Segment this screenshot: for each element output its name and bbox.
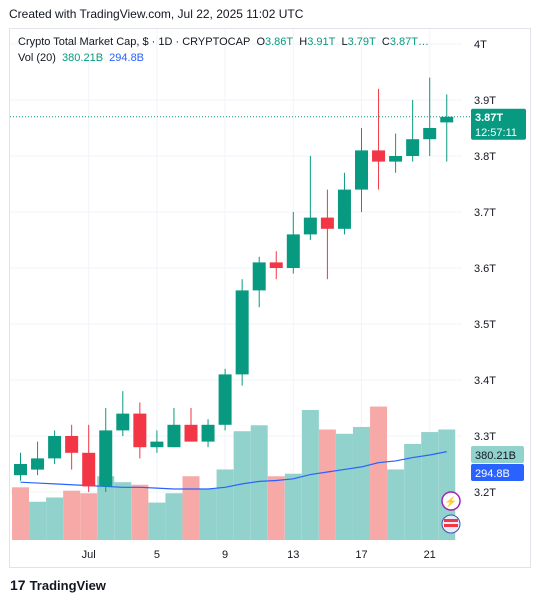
candle-body bbox=[389, 156, 403, 162]
candle-body bbox=[65, 436, 79, 453]
x-tick-label: 17 bbox=[355, 549, 367, 561]
high-label: H bbox=[299, 36, 308, 48]
close-label: C bbox=[381, 36, 390, 48]
price-badge-countdown: 12:57:11 bbox=[475, 127, 517, 139]
volume-bar bbox=[404, 443, 422, 540]
candle-body bbox=[440, 116, 454, 123]
volume-bar bbox=[421, 432, 439, 540]
volume-bar bbox=[438, 429, 456, 540]
candle-body bbox=[269, 262, 283, 268]
volume-bar bbox=[63, 490, 81, 540]
lightning-glyph: ⚡ bbox=[445, 495, 457, 508]
candle-body bbox=[82, 452, 96, 487]
candle-body bbox=[150, 441, 164, 448]
volume-bar bbox=[165, 493, 183, 540]
y-tick-label: 3.3T bbox=[474, 431, 496, 443]
symbol-title[interactable]: Crypto Total Market Cap, $ · 1D · CRYPTO… bbox=[18, 36, 251, 48]
volume-bar bbox=[335, 433, 353, 540]
volume-bar bbox=[182, 476, 200, 540]
tradingview-logo-icon: 17 bbox=[10, 577, 26, 593]
candle-body bbox=[133, 413, 147, 448]
candle-body bbox=[320, 217, 334, 229]
tradingview-brand: TradingView bbox=[29, 577, 106, 593]
volume-bar bbox=[284, 473, 302, 540]
y-tick-label: 3.7T bbox=[474, 207, 496, 219]
y-tick-label: 4T bbox=[474, 39, 487, 51]
candle-body bbox=[406, 139, 420, 156]
candle-body bbox=[235, 290, 249, 375]
volume-label[interactable]: Vol (20) bbox=[18, 52, 56, 64]
volume-badge bbox=[471, 446, 524, 463]
x-tick-label: Jul bbox=[82, 549, 96, 561]
candle-body bbox=[99, 430, 113, 487]
volume-bar bbox=[233, 431, 251, 540]
candle-body bbox=[286, 234, 300, 268]
chart-frame bbox=[9, 28, 531, 568]
symbol-legend: Crypto Total Market Cap, $ · 1D · CRYPTO… bbox=[18, 36, 429, 48]
x-tick-label: 21 bbox=[424, 549, 436, 561]
candle-body bbox=[48, 436, 62, 459]
volume-bar bbox=[97, 476, 115, 540]
y-tick-label: 3.9T bbox=[474, 95, 496, 107]
open-label: O bbox=[256, 36, 265, 48]
tradingview-footer[interactable]: 17 TradingView bbox=[10, 577, 106, 593]
volume-ma-value: 294.8B bbox=[109, 52, 145, 64]
volume-bar bbox=[80, 493, 98, 540]
created-caption: Created with TradingView.com, Jul 22, 20… bbox=[9, 7, 304, 21]
candle-body bbox=[218, 374, 232, 425]
price-badge-value: 3.87T bbox=[475, 112, 503, 124]
volume-bar bbox=[46, 497, 64, 540]
volume-bar bbox=[370, 406, 388, 540]
volume-bar bbox=[29, 501, 47, 540]
candle-body bbox=[423, 128, 437, 140]
candle-body bbox=[337, 189, 351, 229]
low-label: L bbox=[341, 36, 348, 48]
x-tick-label: 9 bbox=[222, 549, 228, 561]
close-value: 3.87T… bbox=[389, 36, 429, 48]
volume-bar bbox=[131, 484, 149, 540]
candle-body bbox=[116, 413, 130, 431]
candle-body bbox=[303, 217, 317, 235]
volume-bar bbox=[148, 502, 166, 540]
price-badge bbox=[471, 108, 526, 140]
candle-body bbox=[372, 150, 386, 162]
candle-body bbox=[14, 464, 27, 476]
candle-body bbox=[31, 458, 45, 470]
candle-body bbox=[355, 150, 368, 190]
volume-bar bbox=[12, 487, 29, 540]
y-tick-label: 3.8T bbox=[474, 151, 496, 163]
y-tick-label: 3.2T bbox=[474, 487, 496, 499]
x-tick-label: 5 bbox=[154, 549, 160, 561]
low-value: 3.79T bbox=[347, 36, 376, 48]
candle-body bbox=[167, 424, 181, 448]
volume-ma-badge bbox=[471, 464, 524, 481]
flag-stripe bbox=[444, 519, 458, 522]
volume-bar bbox=[267, 476, 285, 540]
volume-value: 380.21B bbox=[62, 52, 104, 64]
volume-bar bbox=[353, 426, 370, 540]
volume-legend: Vol (20) 380.21B 294.8B bbox=[18, 52, 144, 64]
volume-bar bbox=[199, 489, 217, 540]
candle-body bbox=[201, 424, 215, 442]
volume-ma-badge-value: 294.8B bbox=[475, 468, 510, 480]
volume-bar bbox=[318, 429, 336, 540]
y-tick-label: 3.5T bbox=[474, 319, 496, 331]
volume-bar bbox=[250, 425, 268, 540]
volume-bar bbox=[216, 469, 234, 540]
high-value: 3.91T bbox=[307, 36, 336, 48]
lightning-icon bbox=[441, 491, 461, 511]
candle-body bbox=[184, 424, 198, 442]
candle-body bbox=[252, 262, 266, 291]
x-tick-label: 13 bbox=[287, 549, 299, 561]
open-value: 3.86T bbox=[265, 36, 294, 48]
volume-bar bbox=[387, 469, 405, 540]
y-tick-label: 3.6T bbox=[474, 263, 496, 275]
flag-stripe bbox=[444, 524, 458, 527]
volume-bar bbox=[114, 482, 132, 540]
volume-badge-value: 380.21B bbox=[475, 450, 516, 462]
y-tick-label: 3.4T bbox=[474, 375, 496, 387]
